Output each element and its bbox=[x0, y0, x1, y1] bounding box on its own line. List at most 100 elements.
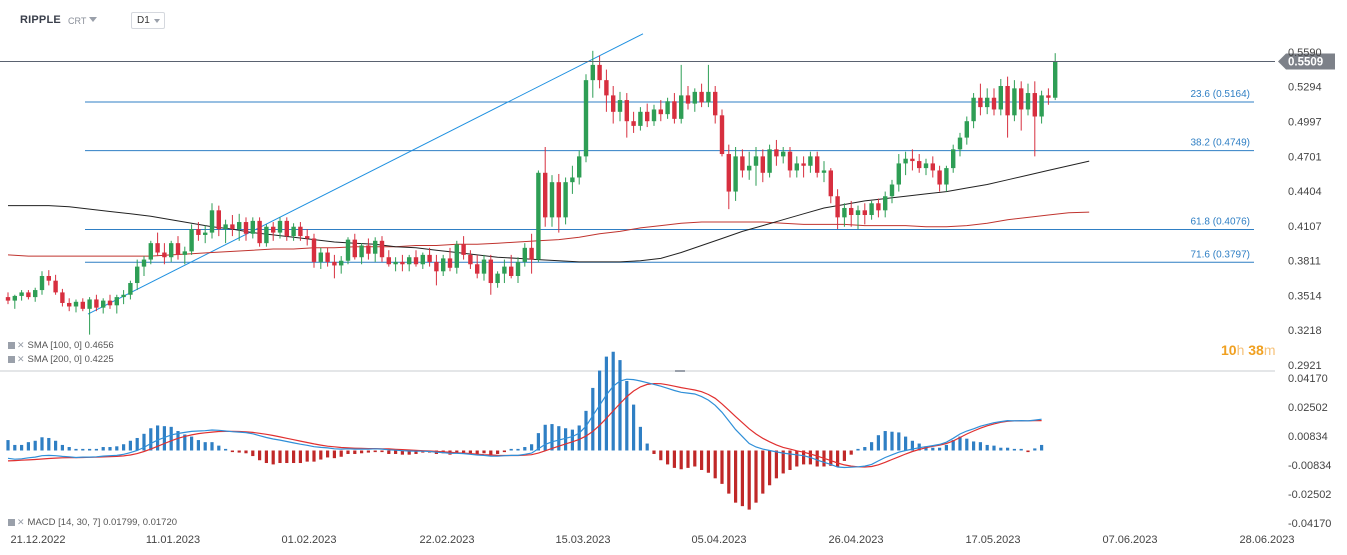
candle bbox=[951, 144, 956, 173]
candle bbox=[611, 86, 616, 124]
sma200-line bbox=[7, 211, 1090, 257]
macd-histogram-bar bbox=[761, 450, 765, 494]
candle-body bbox=[917, 161, 922, 169]
macd-histogram-bar bbox=[978, 442, 982, 451]
macd-histogram-bar bbox=[115, 446, 119, 451]
macd-histogram-bar bbox=[346, 450, 350, 454]
sma200-label: SMA [200, 0] bbox=[27, 354, 82, 365]
candle-body bbox=[203, 232, 208, 235]
candle bbox=[726, 144, 731, 210]
candle-body bbox=[869, 203, 874, 216]
macd-histogram-bar bbox=[788, 450, 792, 470]
candle-body bbox=[570, 177, 575, 183]
macd-histogram-bar bbox=[60, 444, 64, 451]
macd-histogram-bar bbox=[781, 450, 785, 474]
candle-body bbox=[475, 264, 480, 274]
macd-histogram-bar bbox=[414, 450, 418, 454]
candle-body bbox=[135, 266, 140, 284]
candle bbox=[590, 50, 595, 98]
candle-body bbox=[957, 137, 963, 150]
candle bbox=[998, 78, 1003, 116]
candle bbox=[692, 88, 697, 112]
candle bbox=[733, 146, 738, 201]
candle-body bbox=[26, 292, 31, 298]
macd-histogram-bar bbox=[258, 450, 262, 461]
candle-body bbox=[651, 109, 657, 122]
candle-body bbox=[481, 259, 487, 274]
candle-body bbox=[733, 156, 738, 192]
candle-body bbox=[373, 240, 378, 254]
close-icon[interactable]: ✕ bbox=[17, 517, 25, 527]
candle-body bbox=[148, 243, 153, 260]
timeframe-selector[interactable]: D1 bbox=[131, 12, 165, 29]
candle-body bbox=[325, 252, 330, 262]
candle bbox=[46, 270, 51, 286]
candle bbox=[332, 254, 337, 279]
sma100-value: 0.4656 bbox=[84, 340, 114, 351]
price-tick-label: 0.3811 bbox=[1288, 256, 1321, 268]
macd-histogram-bar bbox=[101, 447, 105, 451]
candle bbox=[121, 290, 126, 305]
macd-histogram-bar bbox=[910, 440, 914, 451]
macd-tick-label: -0.02502 bbox=[1288, 489, 1331, 501]
macd-histogram-bar bbox=[251, 450, 255, 457]
macd-histogram-bar bbox=[584, 410, 588, 451]
macd-histogram-bar bbox=[312, 450, 316, 462]
close-icon[interactable]: ✕ bbox=[17, 354, 25, 364]
candle bbox=[481, 254, 487, 281]
candle-body bbox=[107, 300, 113, 306]
candle-body bbox=[454, 244, 459, 268]
date-tick-label: 28.06.2023 bbox=[1239, 534, 1294, 546]
candle bbox=[87, 297, 92, 335]
macd-histogram-bar bbox=[271, 450, 275, 465]
macd-histogram-bar bbox=[210, 442, 214, 451]
candle-body bbox=[271, 226, 276, 233]
macd-histogram-bar bbox=[108, 447, 112, 451]
macd-histogram-bar bbox=[849, 450, 853, 455]
candle-body bbox=[502, 266, 507, 274]
candle bbox=[434, 254, 439, 286]
macd-histogram-bar bbox=[33, 440, 37, 451]
candle bbox=[828, 168, 833, 204]
fib-label-38.2: 38.2 (0.4749) bbox=[1191, 138, 1251, 149]
candle bbox=[910, 149, 915, 171]
candle bbox=[60, 288, 65, 307]
macd-histogram-bar bbox=[740, 450, 744, 507]
macd-histogram-bar bbox=[496, 450, 500, 454]
candle bbox=[651, 104, 657, 126]
macd-histogram-bar bbox=[94, 448, 98, 451]
candle-body bbox=[1019, 88, 1024, 110]
macd-panel bbox=[6, 351, 1044, 510]
settings-icon[interactable] bbox=[8, 519, 15, 526]
candle bbox=[529, 233, 534, 274]
sma200-legend[interactable]: ✕ SMA [200, 0] 0.4225 bbox=[8, 354, 114, 365]
macd-histogram-bar bbox=[598, 370, 602, 451]
candle bbox=[583, 74, 589, 163]
candle-body bbox=[379, 240, 385, 258]
macd-histogram-bar bbox=[13, 444, 17, 451]
macd-histogram-bar bbox=[747, 450, 751, 510]
price-tick-label: 0.5590 bbox=[1288, 47, 1322, 59]
settings-icon[interactable] bbox=[8, 342, 15, 349]
settings-icon[interactable] bbox=[8, 356, 15, 363]
macd-histogram-bar bbox=[842, 450, 846, 461]
candle bbox=[536, 170, 541, 262]
symbol-dropdown-icon[interactable] bbox=[89, 17, 97, 22]
macd-histogram-bar bbox=[944, 444, 948, 451]
candle bbox=[889, 179, 895, 204]
macd-signal-line bbox=[7, 382, 1042, 468]
candle-body bbox=[515, 261, 521, 276]
sma100-legend[interactable]: ✕ SMA [100, 0] 0.4656 bbox=[8, 340, 114, 351]
macd-histogram-bar bbox=[604, 356, 608, 451]
candle bbox=[930, 156, 935, 178]
current-price-label: 0.5509 bbox=[1288, 56, 1323, 68]
macd-histogram-bar bbox=[1019, 448, 1023, 451]
candle-body bbox=[434, 261, 439, 272]
close-icon[interactable]: ✕ bbox=[17, 340, 25, 350]
candle bbox=[781, 146, 786, 164]
macd-histogram-bar bbox=[924, 446, 928, 451]
candle-body bbox=[590, 64, 595, 81]
candle bbox=[808, 151, 813, 173]
macd-legend[interactable]: ✕ MACD [14, 30, 7] 0.01799, 0.01720 bbox=[8, 517, 177, 528]
